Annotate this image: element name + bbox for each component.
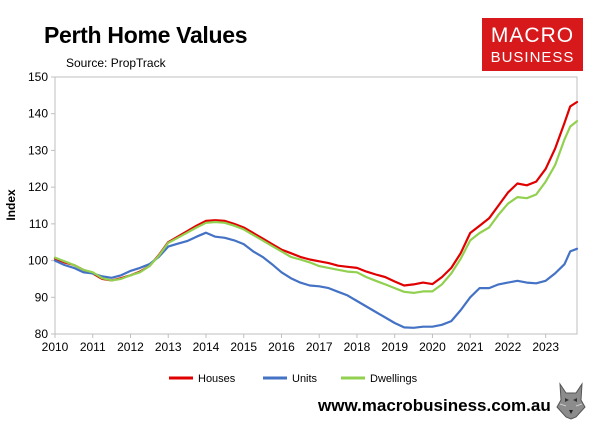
legend-label-houses: Houses <box>198 373 236 385</box>
website-url[interactable]: www.macrobusiness.com.au <box>318 396 551 416</box>
x-tick-label: 2012 <box>117 340 144 354</box>
x-tick-label: 2021 <box>457 340 484 354</box>
x-tick-label: 2019 <box>381 340 408 354</box>
legend-label-dwellings: Dwellings <box>370 373 418 385</box>
legend-label-units: Units <box>292 373 318 385</box>
y-tick-label: 130 <box>28 143 48 157</box>
x-tick-label: 2023 <box>532 340 559 354</box>
x-tick-label: 2022 <box>495 340 522 354</box>
legend: Houses Units Dwellings <box>169 373 418 385</box>
y-tick-label: 150 <box>28 70 48 84</box>
x-tick-label: 2010 <box>42 340 69 354</box>
x-tick-label: 2011 <box>80 340 106 354</box>
x-tick-label: 2016 <box>268 340 295 354</box>
y-tick-label: 90 <box>35 290 49 304</box>
x-tick-label: 2018 <box>344 340 371 354</box>
y-tick-label: 110 <box>29 217 48 231</box>
y-axis-label: Index <box>4 189 18 221</box>
x-tick-label: 2017 <box>306 340 333 354</box>
x-tick-label: 2020 <box>419 340 446 354</box>
x-tick-label: 2015 <box>230 340 257 354</box>
y-tick-label: 140 <box>28 107 48 121</box>
x-tick-label: 2014 <box>193 340 220 354</box>
y-tick-label: 80 <box>35 327 49 341</box>
y-tick-label: 120 <box>28 180 48 194</box>
wolf-icon <box>554 380 588 420</box>
x-tick-label: 2013 <box>155 340 182 354</box>
y-tick-label: 100 <box>28 254 48 268</box>
